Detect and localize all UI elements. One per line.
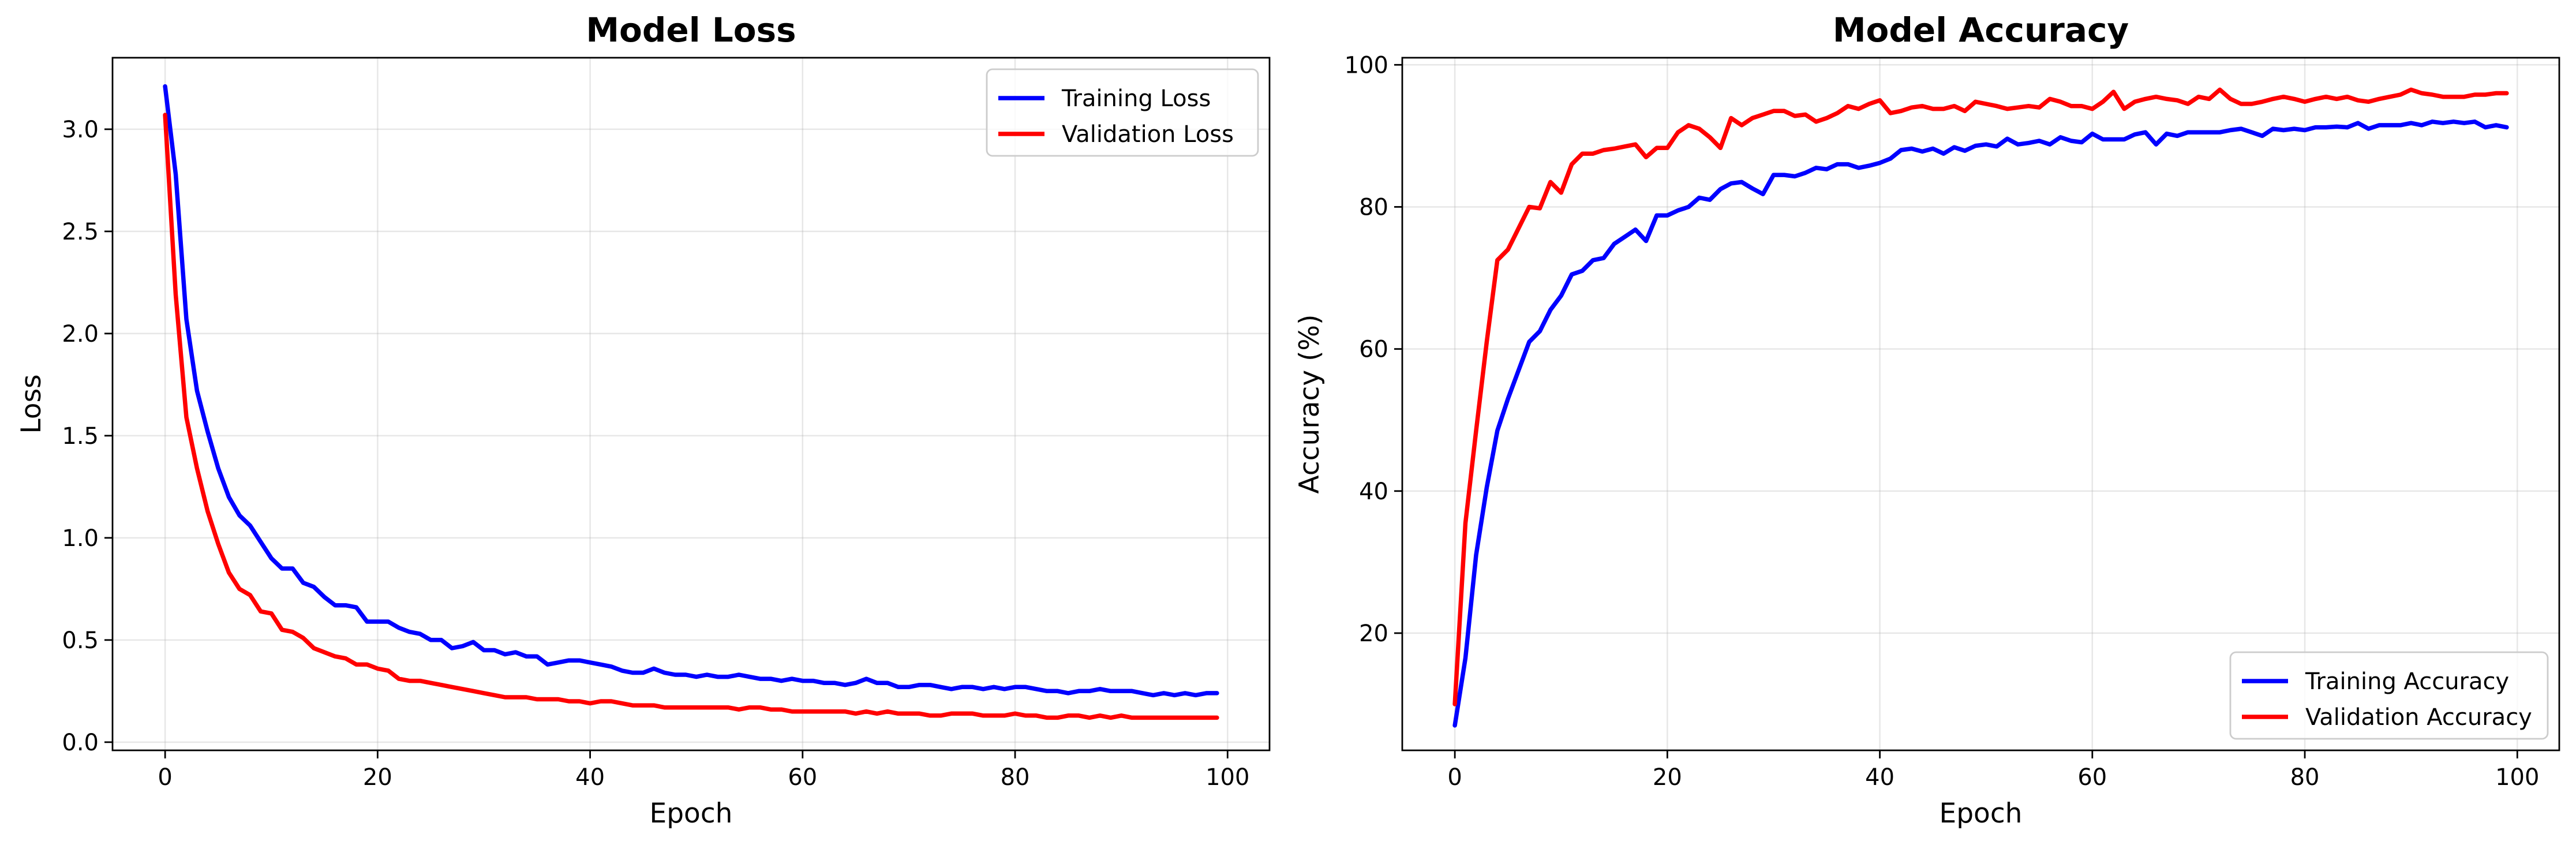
x-tick-label: 20 [363, 764, 392, 791]
y-tick-label: 3.0 [62, 117, 99, 143]
y-tick-label: 20 [1359, 620, 1388, 647]
x-tick-label: 60 [2077, 764, 2107, 791]
y-tick-label: 0.0 [62, 730, 99, 756]
x-tick-label: 100 [2495, 764, 2539, 791]
y-tick-label: 1.0 [62, 525, 99, 552]
training-accuracy-line [1452, 119, 2509, 728]
x-tick-label: 60 [788, 764, 817, 791]
plot-frame [1401, 57, 2560, 751]
x-tick-label: 20 [1653, 764, 1682, 791]
chart-title: Model Accuracy [1833, 10, 2129, 50]
validation-loss-line [163, 113, 1219, 720]
y-tick-label: 0.5 [62, 627, 99, 654]
x-tick-label: 40 [575, 764, 605, 791]
legend-box [2229, 651, 2549, 740]
legend-label-validation-loss: Validation Loss [1062, 121, 1234, 148]
validation-accuracy-line [1452, 87, 2509, 706]
x-axis-label: Epoch [650, 798, 733, 829]
y-tick-label: 100 [1345, 52, 1388, 78]
x-tick-label: 0 [1447, 764, 1462, 791]
loss-chart: 0 20 40 60 80 100 0.0 0.5 1.0 1.5 2.0 2.5 3.0 Model L… [16, 10, 1271, 829]
legend-label-training-loss: Training Loss [1061, 85, 1211, 112]
y-axis-label: Accuracy (%) [1294, 315, 1326, 494]
x-tick-label: 0 [158, 764, 172, 791]
legend-label-validation-accuracy: Validation Accuracy [2305, 704, 2532, 731]
legend-label-training-accuracy: Training Accuracy [2305, 668, 2509, 695]
y-tick-label: 60 [1359, 336, 1388, 363]
y-tick-label: 80 [1359, 194, 1388, 220]
chart-title: Model Loss [586, 10, 796, 50]
y-axis-label: Loss [16, 374, 47, 433]
legend: Training Loss Validation Loss [986, 68, 1259, 157]
x-tick-label: 80 [2290, 764, 2320, 791]
x-tick-label: 100 [1205, 764, 1249, 791]
y-tick-label: 40 [1359, 478, 1388, 505]
accuracy-chart: 0 20 40 60 80 100 20 40 60 80 100 Model Accuracy Epo… [1294, 10, 2560, 829]
x-tick-label: 40 [1865, 764, 1894, 791]
x-axis-label: Epoch [1940, 798, 2023, 829]
x-tick-label: 80 [1001, 764, 1030, 791]
y-tick-label: 2.0 [62, 321, 99, 347]
training-loss-line [163, 84, 1219, 698]
y-tick-label: 2.5 [62, 219, 99, 245]
y-tick-label: 1.5 [62, 423, 99, 450]
legend-box [986, 68, 1259, 157]
legend: Training Accuracy Validation Accuracy [2229, 651, 2549, 740]
plot-frame [111, 57, 1271, 751]
